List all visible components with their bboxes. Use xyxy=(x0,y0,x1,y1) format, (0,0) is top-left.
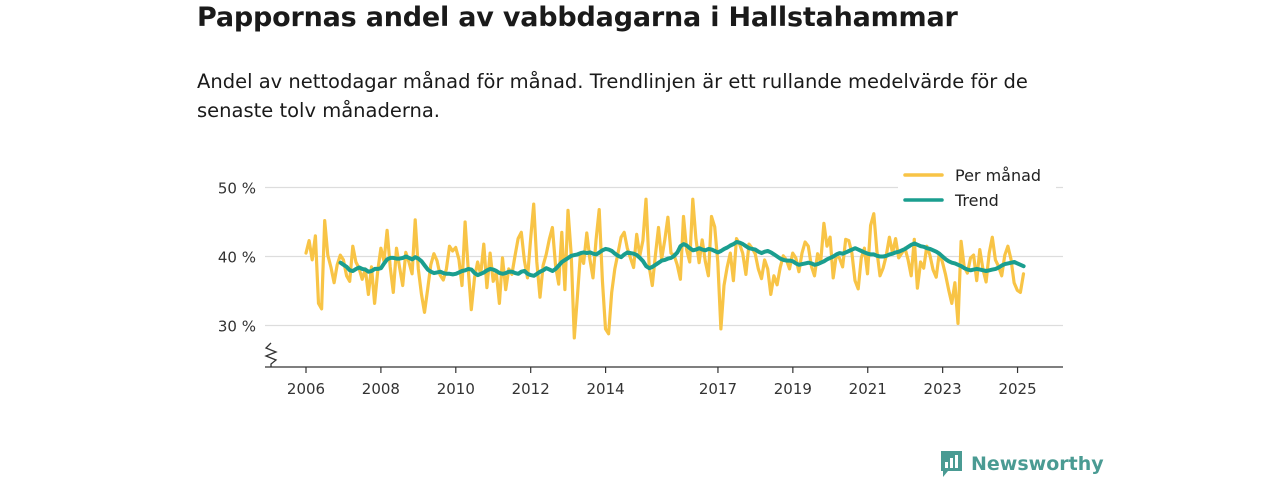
line-chart: 30 % 40 % 50 % 2006 2008 2010 2012 2014 2017 201… xyxy=(217,160,1063,398)
series-line-monthly xyxy=(304,197,1026,340)
x-tick-label: 2019 xyxy=(774,380,812,398)
y-tick-label: 30 % xyxy=(218,318,256,336)
legend-label-monthly: Per månad xyxy=(955,166,1041,185)
brand-logo[interactable]: Newsworthy xyxy=(939,450,1104,478)
legend-background xyxy=(898,160,1056,215)
x-axis xyxy=(264,342,1063,368)
page-title: Pappornas andel av vabbdagarna i Hallsta… xyxy=(197,2,958,33)
series-line-trend xyxy=(338,240,1026,278)
series xyxy=(304,197,1026,340)
legend-label-trend: Trend xyxy=(954,191,999,210)
x-tick-label: 2021 xyxy=(849,380,887,398)
chart-subtitle: Andel av nettodagar månad för månad. Tre… xyxy=(197,70,1028,122)
newsworthy-logo-icon xyxy=(941,451,962,477)
x-axis-ticks: 2006 2008 2010 2012 2014 2017 2019 2021 2023 2025 xyxy=(287,367,1037,398)
x-tick-label: 2006 xyxy=(287,380,325,398)
x-tick-label: 2017 xyxy=(699,380,737,398)
y-tick-label: 40 % xyxy=(218,249,256,267)
x-tick-label: 2012 xyxy=(512,380,550,398)
y-tick-label: 50 % xyxy=(218,180,256,198)
brand-name: Newsworthy xyxy=(971,453,1104,475)
axis-break-icon xyxy=(264,342,278,367)
y-axis-ticks: 30 % 40 % 50 % xyxy=(218,180,256,336)
x-tick-label: 2008 xyxy=(362,380,400,398)
x-tick-label: 2010 xyxy=(437,380,475,398)
x-tick-label: 2025 xyxy=(998,380,1036,398)
x-tick-label: 2014 xyxy=(587,380,625,398)
x-tick-label: 2023 xyxy=(924,380,962,398)
legend: Per månad Trend xyxy=(898,160,1056,215)
